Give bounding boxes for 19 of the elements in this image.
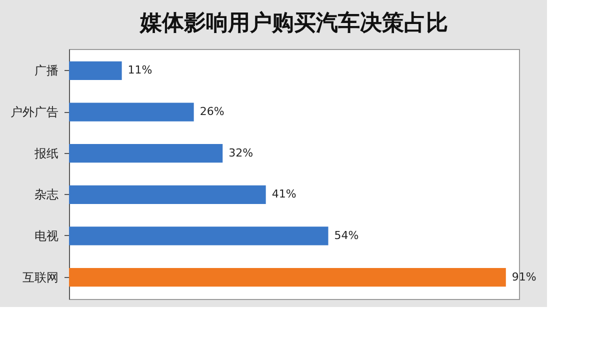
y-tick-label: 广播 [34,64,58,78]
y-tick-label: 户外广告 [10,105,58,120]
bar [69,61,122,80]
y-tick-label: 杂志 [34,188,58,202]
data-label: 32% [228,146,254,160]
data-label: 41% [272,188,296,201]
data-label: 26% [200,105,224,118]
chart-title: 媒体影响用户购买汽车决策占比 [139,10,448,36]
y-tick-label: 报纸 [34,146,58,160]
bar [69,268,506,287]
bar [69,226,328,246]
data-label: 11% [128,64,152,77]
y-tick-label: 电视 [34,228,58,243]
bar [69,144,223,163]
data-label: 54% [334,228,359,242]
bar [69,102,194,122]
data-label: 91% [512,270,536,284]
y-tick-label: 互联网 [22,270,58,284]
bar [69,185,266,204]
